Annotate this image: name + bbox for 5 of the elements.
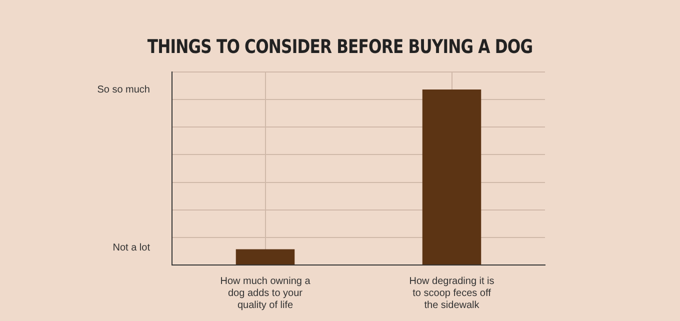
x-tick-label: How degrading it is to scoop feces off the sidewalk xyxy=(409,276,494,311)
chart-title: THINGS TO CONSIDER BEFORE BUYING A DOG xyxy=(146,36,534,58)
x-tick-label: How much owning a dog adds to your quality of life xyxy=(220,276,311,311)
text: Not a lot xyxy=(112,242,150,254)
text: So so much xyxy=(97,84,150,96)
